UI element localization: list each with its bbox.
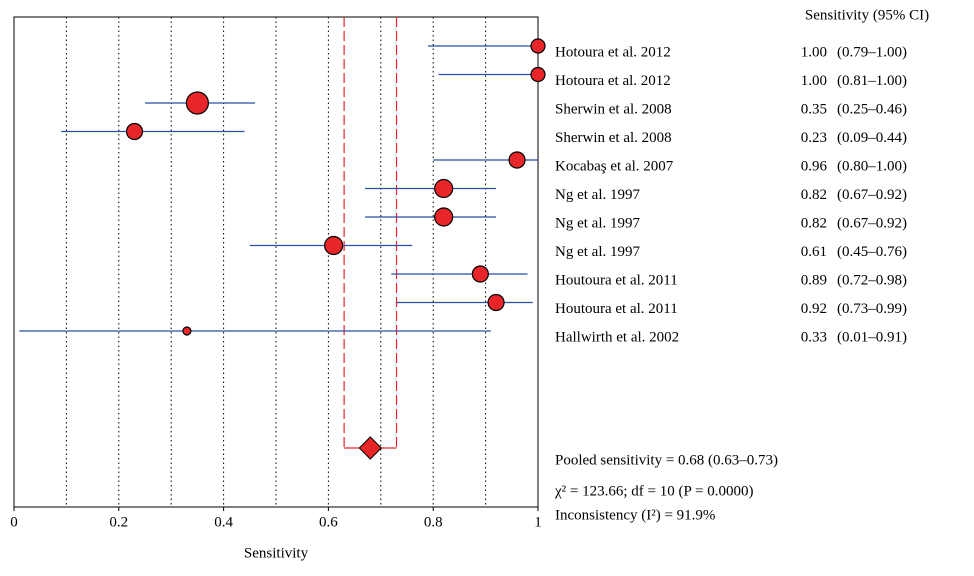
point	[530, 38, 546, 54]
study-label: Houtoura et al. 2011	[555, 301, 678, 317]
value-label: 1.00	[801, 44, 827, 60]
value-label: 0.82	[801, 187, 827, 203]
study-label: Hallwirth et al. 2002	[555, 329, 679, 345]
ci-label: (0.09–0.44)	[837, 130, 907, 146]
pooled-diamond	[358, 436, 383, 460]
value-label: 0.23	[801, 130, 827, 146]
heterogeneity: χ² = 123.66; df = 10 (P = 0.0000)	[554, 483, 753, 499]
ci-label: (0.01–0.91)	[837, 329, 907, 345]
ci-label: (0.67–0.92)	[837, 187, 907, 203]
value-label: 0.61	[801, 244, 827, 260]
study-label: Hotoura et al. 2012	[555, 44, 671, 60]
ci-label: (0.25–0.46)	[837, 101, 907, 117]
plot-frame	[13, 16, 539, 508]
value-label: 1.00	[801, 73, 827, 89]
ci-label: (0.73–0.99)	[837, 301, 907, 317]
point	[182, 326, 192, 336]
ci-label: (0.79–1.00)	[837, 44, 907, 60]
pooled-label: Pooled sensitivity = 0.68 (0.63–0.73)	[555, 452, 778, 468]
point	[530, 66, 546, 83]
x-tick-label: 0.8	[424, 514, 443, 530]
point	[185, 91, 209, 115]
point	[434, 207, 454, 227]
point	[471, 265, 489, 283]
study-label: Sherwin et al. 2008	[555, 130, 672, 146]
point	[487, 293, 505, 312]
value-label: 0.33	[801, 329, 827, 345]
value-label: 0.92	[801, 301, 827, 317]
ci-label: (0.81–1.00)	[837, 73, 907, 89]
value-label: 0.35	[801, 101, 827, 117]
value-label: 0.89	[801, 272, 827, 288]
study-label: Houtoura et al. 2011	[555, 272, 678, 288]
x-tick-label: 0.4	[214, 514, 233, 530]
ci-label: (0.80–1.00)	[837, 158, 907, 174]
x-tick-label: 1	[534, 514, 542, 530]
study-label: Ng et al. 1997	[555, 187, 640, 203]
ci-label: (0.67–0.92)	[837, 215, 907, 231]
point	[324, 235, 344, 256]
ci-label: (0.72–0.98)	[837, 272, 907, 288]
column-header: Sensitivity (95% CI)	[805, 7, 929, 23]
inconsistency: Inconsistency (I²) = 91.9%	[555, 507, 715, 523]
point	[508, 151, 526, 169]
value-label: 0.96	[801, 158, 828, 174]
study-label: Sherwin et al. 2008	[555, 101, 672, 117]
x-tick-label: 0	[10, 514, 18, 530]
study-label: Ng et al. 1997	[555, 244, 640, 260]
point	[434, 178, 454, 199]
ci-label: (0.45–0.76)	[837, 244, 907, 260]
x-axis-label: Sensitivity	[244, 545, 309, 561]
x-tick-label: 0.2	[109, 514, 128, 530]
study-label: Hotoura et al. 2012	[555, 73, 671, 89]
value-label: 0.82	[801, 215, 827, 231]
study-label: Kocabaş et al. 2007	[555, 158, 674, 174]
study-label: Ng et al. 1997	[555, 215, 640, 231]
point	[125, 122, 144, 141]
x-tick-label: 0.6	[319, 514, 338, 530]
